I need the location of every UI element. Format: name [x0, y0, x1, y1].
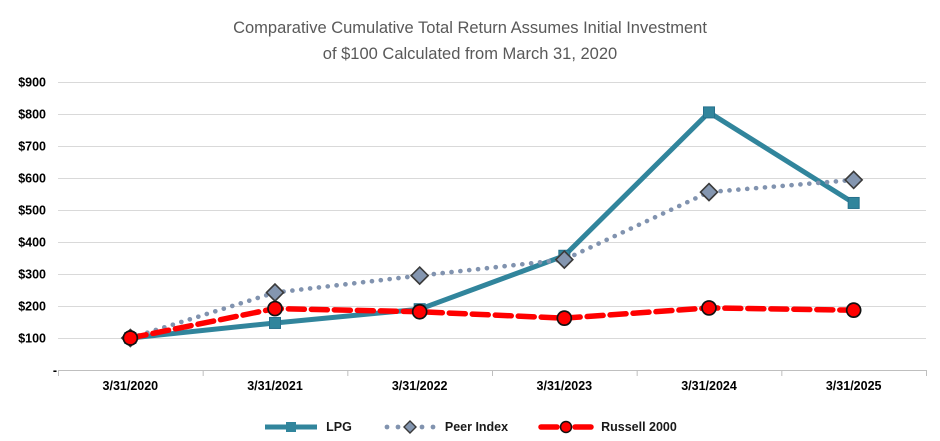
chart-legend: LPG Peer Index Russell 2000: [0, 419, 940, 435]
svg-text:3/31/2024: 3/31/2024: [681, 379, 737, 393]
svg-text:3/31/2025: 3/31/2025: [826, 379, 882, 393]
legend-item-russell-2000: Russell 2000: [538, 419, 677, 435]
gridlines: [58, 82, 926, 339]
russell-2000-line-marker-icon: [538, 419, 594, 435]
legend-item-lpg: LPG: [263, 419, 352, 435]
svg-text:$600: $600: [18, 172, 46, 186]
svg-text:$400: $400: [18, 236, 46, 250]
svg-text:3/31/2021: 3/31/2021: [247, 379, 303, 393]
svg-text:$200: $200: [18, 300, 46, 314]
svg-text:$500: $500: [18, 204, 46, 218]
x-axis-labels: 3/31/2020 3/31/2021 3/31/2022 3/31/2023 3/31…: [103, 379, 882, 393]
svg-text:3/31/2023: 3/31/2023: [537, 379, 593, 393]
legend-label-lpg: LPG: [326, 420, 352, 434]
chart-title: Comparative Cumulative Total Return Assu…: [0, 16, 940, 67]
series-russell-2000: [122, 300, 862, 346]
peer-index-line-marker-icon: [382, 419, 438, 435]
svg-text:$700: $700: [18, 140, 46, 154]
svg-text:3/31/2020: 3/31/2020: [103, 379, 159, 393]
svg-text:-: -: [53, 364, 57, 378]
chart-canvas: $900 $800 $700 $600 $500 $400 $300 $200 $100 - 3/3…: [18, 76, 927, 393]
lpg-line-marker-icon: [263, 419, 319, 435]
legend-label-peer-index: Peer Index: [444, 420, 509, 434]
y-axis-labels: $900 $800 $700 $600 $500 $400 $300 $200 $100 -: [18, 76, 57, 378]
x-axis: [58, 370, 927, 376]
svg-text:$100: $100: [18, 332, 46, 346]
legend-label-russell-2000: Russell 2000: [601, 420, 677, 434]
chart-title-line-2: of $100 Calculated from March 31, 2020: [322, 44, 618, 63]
svg-text:3/31/2022: 3/31/2022: [392, 379, 448, 393]
legend-item-peer-index: Peer Index: [382, 419, 508, 435]
svg-text:$300: $300: [18, 268, 46, 282]
series-peer-index: [120, 170, 864, 348]
chart-title-line-1: Comparative Cumulative Total Return Assu…: [233, 19, 707, 37]
svg-text:$900: $900: [18, 76, 46, 90]
svg-text:$800: $800: [18, 108, 46, 122]
